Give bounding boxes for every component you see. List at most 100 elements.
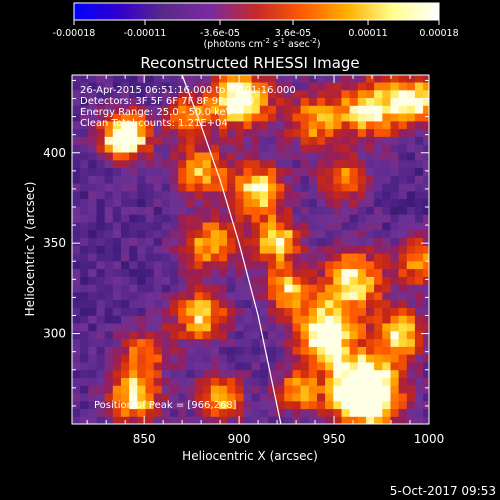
heatmap-cell — [284, 361, 294, 371]
heatmap-cell — [398, 81, 408, 91]
heatmap-cell — [382, 190, 392, 200]
heatmap-cell — [145, 268, 155, 277]
heatmap-cell — [398, 338, 408, 347]
heatmap-cell — [259, 159, 269, 168]
heatmap-cell — [227, 175, 236, 184]
heatmap-cell — [219, 198, 228, 207]
heatmap-cell — [96, 299, 106, 308]
heatmap-cell — [251, 167, 261, 176]
heatmap-cell — [284, 392, 294, 402]
heatmap-cell — [202, 175, 212, 184]
heatmap-cell — [194, 338, 204, 347]
heatmap-cell — [96, 105, 106, 114]
heatmap-cell — [129, 284, 138, 293]
heatmap-cell — [317, 276, 326, 285]
heatmap-cell — [341, 291, 351, 301]
heatmap-cell — [210, 307, 220, 316]
heatmap-cell — [276, 377, 285, 386]
heatmap-cell — [374, 385, 383, 394]
heatmap-cell — [423, 120, 429, 130]
heatmap-cell — [268, 252, 277, 262]
heatmap-cell — [357, 206, 367, 215]
heatmap-cell — [414, 214, 424, 223]
heatmap-cell — [88, 322, 98, 332]
heatmap-cell — [202, 144, 212, 153]
heatmap-cell — [227, 97, 236, 106]
heatmap-cell — [349, 400, 359, 410]
heatmap-cell — [145, 322, 155, 332]
heatmap-cell — [210, 416, 220, 424]
heatmap-cell — [333, 284, 343, 293]
heatmap-cell — [104, 136, 114, 145]
heatmap-cell — [317, 315, 326, 324]
heatmap-cell — [72, 167, 81, 176]
heatmap-cell — [88, 151, 98, 161]
heatmap-cell — [96, 113, 106, 122]
heatmap-cell — [341, 392, 351, 402]
heatmap-cell — [349, 105, 359, 114]
heatmap-cell — [423, 245, 429, 254]
heatmap-cell — [104, 346, 114, 355]
heatmap-cell — [406, 167, 416, 176]
heatmap-cell — [72, 175, 81, 184]
heatmap-cell — [390, 377, 400, 386]
heatmap-cell — [243, 268, 253, 277]
heatmap-cell — [357, 299, 367, 308]
heatmap-cell — [80, 175, 89, 184]
heatmap-cell — [227, 338, 236, 347]
heatmap-cell — [186, 97, 196, 106]
heatmap-cell — [137, 97, 147, 106]
heatmap-cell — [80, 392, 89, 402]
heatmap-cell — [390, 291, 400, 301]
heatmap-cell — [374, 408, 383, 417]
heatmap-cell — [137, 175, 147, 184]
heatmap-cell — [390, 307, 400, 316]
heatmap-cell — [210, 354, 220, 363]
heatmap-cell — [243, 105, 253, 114]
heatmap-cell — [96, 369, 106, 378]
heatmap-cell — [357, 385, 367, 394]
heatmap-cell — [317, 338, 326, 347]
heatmap-cell — [333, 408, 343, 417]
heatmap-cell — [357, 291, 367, 301]
heatmap-cell — [137, 245, 147, 254]
heatmap-cell — [251, 369, 261, 378]
heatmap-cell — [137, 369, 147, 378]
heatmap-cell — [194, 322, 204, 332]
heatmap-cell — [194, 229, 204, 238]
heatmap-cell — [374, 276, 383, 285]
heatmap-cell — [276, 260, 285, 270]
heatmap-cell — [210, 206, 220, 215]
heatmap-cell — [202, 221, 212, 231]
heatmap-cell — [349, 144, 359, 153]
heatmap-cell — [72, 229, 81, 238]
heatmap-cell — [276, 322, 285, 332]
heatmap-cell — [161, 136, 171, 145]
heatmap-cell — [104, 167, 114, 176]
heatmap-cell — [137, 268, 147, 277]
heatmap-cell — [292, 113, 302, 122]
heatmap-cell — [390, 416, 400, 424]
heatmap-cell — [251, 252, 261, 262]
heatmap-cell — [268, 229, 277, 238]
heatmap-cell — [406, 369, 416, 378]
heatmap-cell — [121, 237, 130, 246]
heatmap-cell — [341, 361, 351, 371]
heatmap-cell — [170, 89, 179, 98]
heatmap-cell — [210, 120, 220, 130]
heatmap-cell — [382, 81, 392, 91]
heatmap-cell — [284, 105, 294, 114]
heatmap-cell — [121, 252, 130, 262]
heatmap-cell — [292, 276, 302, 285]
heatmap-cell — [349, 284, 359, 293]
heatmap-cell — [341, 159, 351, 168]
heatmap-cell — [268, 75, 277, 83]
heatmap-cell — [366, 408, 375, 417]
heatmap-cell — [317, 392, 326, 402]
heatmap-cell — [194, 113, 204, 122]
heatmap-cell — [276, 136, 285, 145]
heatmap-cell — [414, 144, 424, 153]
heatmap-cell — [308, 322, 318, 332]
heatmap-cell — [300, 206, 310, 215]
heatmap-cell — [72, 81, 81, 91]
